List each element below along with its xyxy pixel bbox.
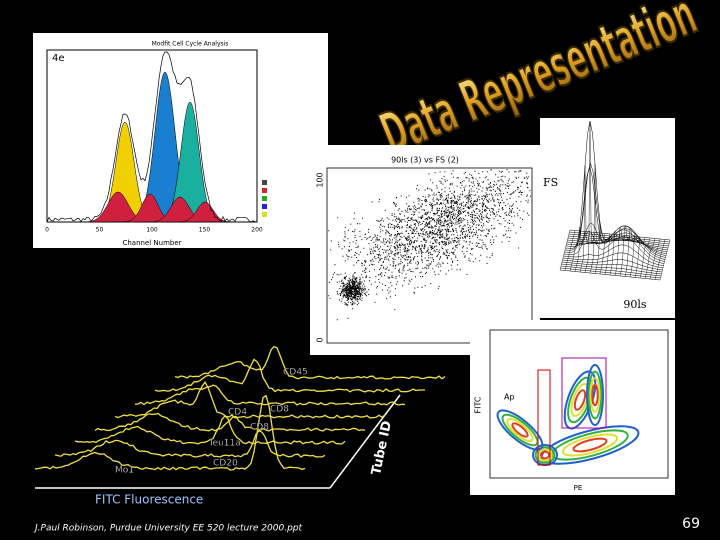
- x-axis-label: 90ls: [623, 298, 647, 311]
- axis: [329, 394, 401, 489]
- contour-ring: [561, 433, 619, 457]
- scatter-title: 90ls (3) vs FS (2): [391, 156, 459, 165]
- mesh-line: [639, 237, 651, 279]
- x-ticks: 0 50 100 150 200: [45, 227, 263, 234]
- gate-label: Ap: [504, 393, 515, 402]
- mesh-line: [574, 226, 586, 272]
- contour-ring: [511, 422, 529, 438]
- contour-ring: [587, 370, 603, 420]
- mesh-line: [559, 269, 661, 281]
- mesh-line: [634, 237, 646, 278]
- plot-frame: [326, 167, 533, 344]
- mesh-line: [599, 233, 611, 275]
- panel-header: Modfit Cell Cycle Analysis: [152, 41, 229, 48]
- footer-credit: J.Paul Robinson, Purdue University EE 52…: [33, 524, 303, 534]
- mesh-line: [609, 230, 621, 276]
- trace: [94, 412, 366, 432]
- contour-ring: [573, 389, 587, 411]
- gate: [537, 369, 551, 466]
- histogram-panel: Modfit Cell Cycle Analysis 4e 0 50 100 150 2…: [33, 33, 328, 248]
- y-bottom-label: 0: [316, 337, 325, 342]
- contour-ring: [539, 450, 551, 460]
- mesh-line: [624, 227, 636, 277]
- x-tick-label: 0: [45, 227, 49, 234]
- mesh-line: [659, 239, 671, 281]
- mesh-line: [594, 222, 606, 274]
- mesh-line: [629, 232, 641, 278]
- panel-bg: [540, 118, 675, 318]
- contour-ring: [501, 413, 539, 447]
- contour-ring: [586, 364, 604, 426]
- contour-ring: [534, 446, 556, 464]
- panel-label: 4e: [52, 53, 65, 64]
- trace-label: CD8: [250, 423, 269, 433]
- contour-ring: [506, 418, 534, 442]
- trace: [54, 430, 326, 458]
- histogram-peaks: [46, 51, 258, 223]
- contour-ring: [496, 409, 544, 451]
- trace-label: Mo1: [115, 466, 134, 476]
- mesh-line: [569, 230, 581, 272]
- y-axis-label: FS: [543, 176, 558, 189]
- trace: [134, 384, 406, 406]
- x-tick-label: 200: [251, 227, 263, 234]
- mesh-line: [564, 230, 576, 271]
- contour-ring: [591, 383, 599, 407]
- contour-ring: [572, 437, 608, 453]
- contour-blobs: [496, 364, 640, 466]
- trace-label: CD20: [213, 459, 238, 469]
- mesh-line: [589, 164, 601, 274]
- x-tick-label: 50: [96, 227, 104, 234]
- trace-label: leu11a: [210, 439, 241, 449]
- mesh-line: [619, 225, 631, 276]
- x-tick-label: 150: [199, 227, 211, 234]
- trace: [34, 394, 306, 471]
- y-axis-label: FITC: [474, 396, 483, 413]
- contour-ring: [589, 377, 601, 413]
- x-axis-label: FITC Fluorescence: [95, 493, 203, 507]
- contour-panel: FITC PE Ap: [470, 320, 675, 495]
- mesh-line: [649, 238, 661, 280]
- legend-box: [262, 180, 267, 217]
- surface-mesh: [559, 121, 671, 281]
- x-axis-label: Channel Number: [122, 239, 181, 247]
- surface-panel: FS 90ls: [540, 118, 675, 318]
- trace-label: CD4: [228, 408, 247, 418]
- trace-label: CD45: [283, 368, 308, 378]
- plot-frame: [489, 329, 669, 479]
- gate: [561, 357, 607, 429]
- mesh-line: [644, 238, 656, 279]
- trace: [154, 358, 426, 393]
- page-number: 69: [682, 516, 700, 532]
- mesh-line: [604, 234, 616, 275]
- x-axis-label: PE: [574, 484, 583, 492]
- histogram-outline: [46, 51, 258, 223]
- mesh-line: [654, 239, 666, 280]
- trace-label: CD8: [270, 405, 289, 415]
- mesh-line: [584, 121, 596, 273]
- mesh-line: [579, 165, 591, 273]
- trace: [174, 345, 446, 380]
- y-top-label: 100: [316, 172, 325, 187]
- trace: [114, 380, 386, 419]
- mesh-line: [559, 229, 571, 271]
- x-tick-label: 100: [146, 227, 158, 234]
- mesh-line: [614, 226, 626, 276]
- trace: [74, 415, 346, 445]
